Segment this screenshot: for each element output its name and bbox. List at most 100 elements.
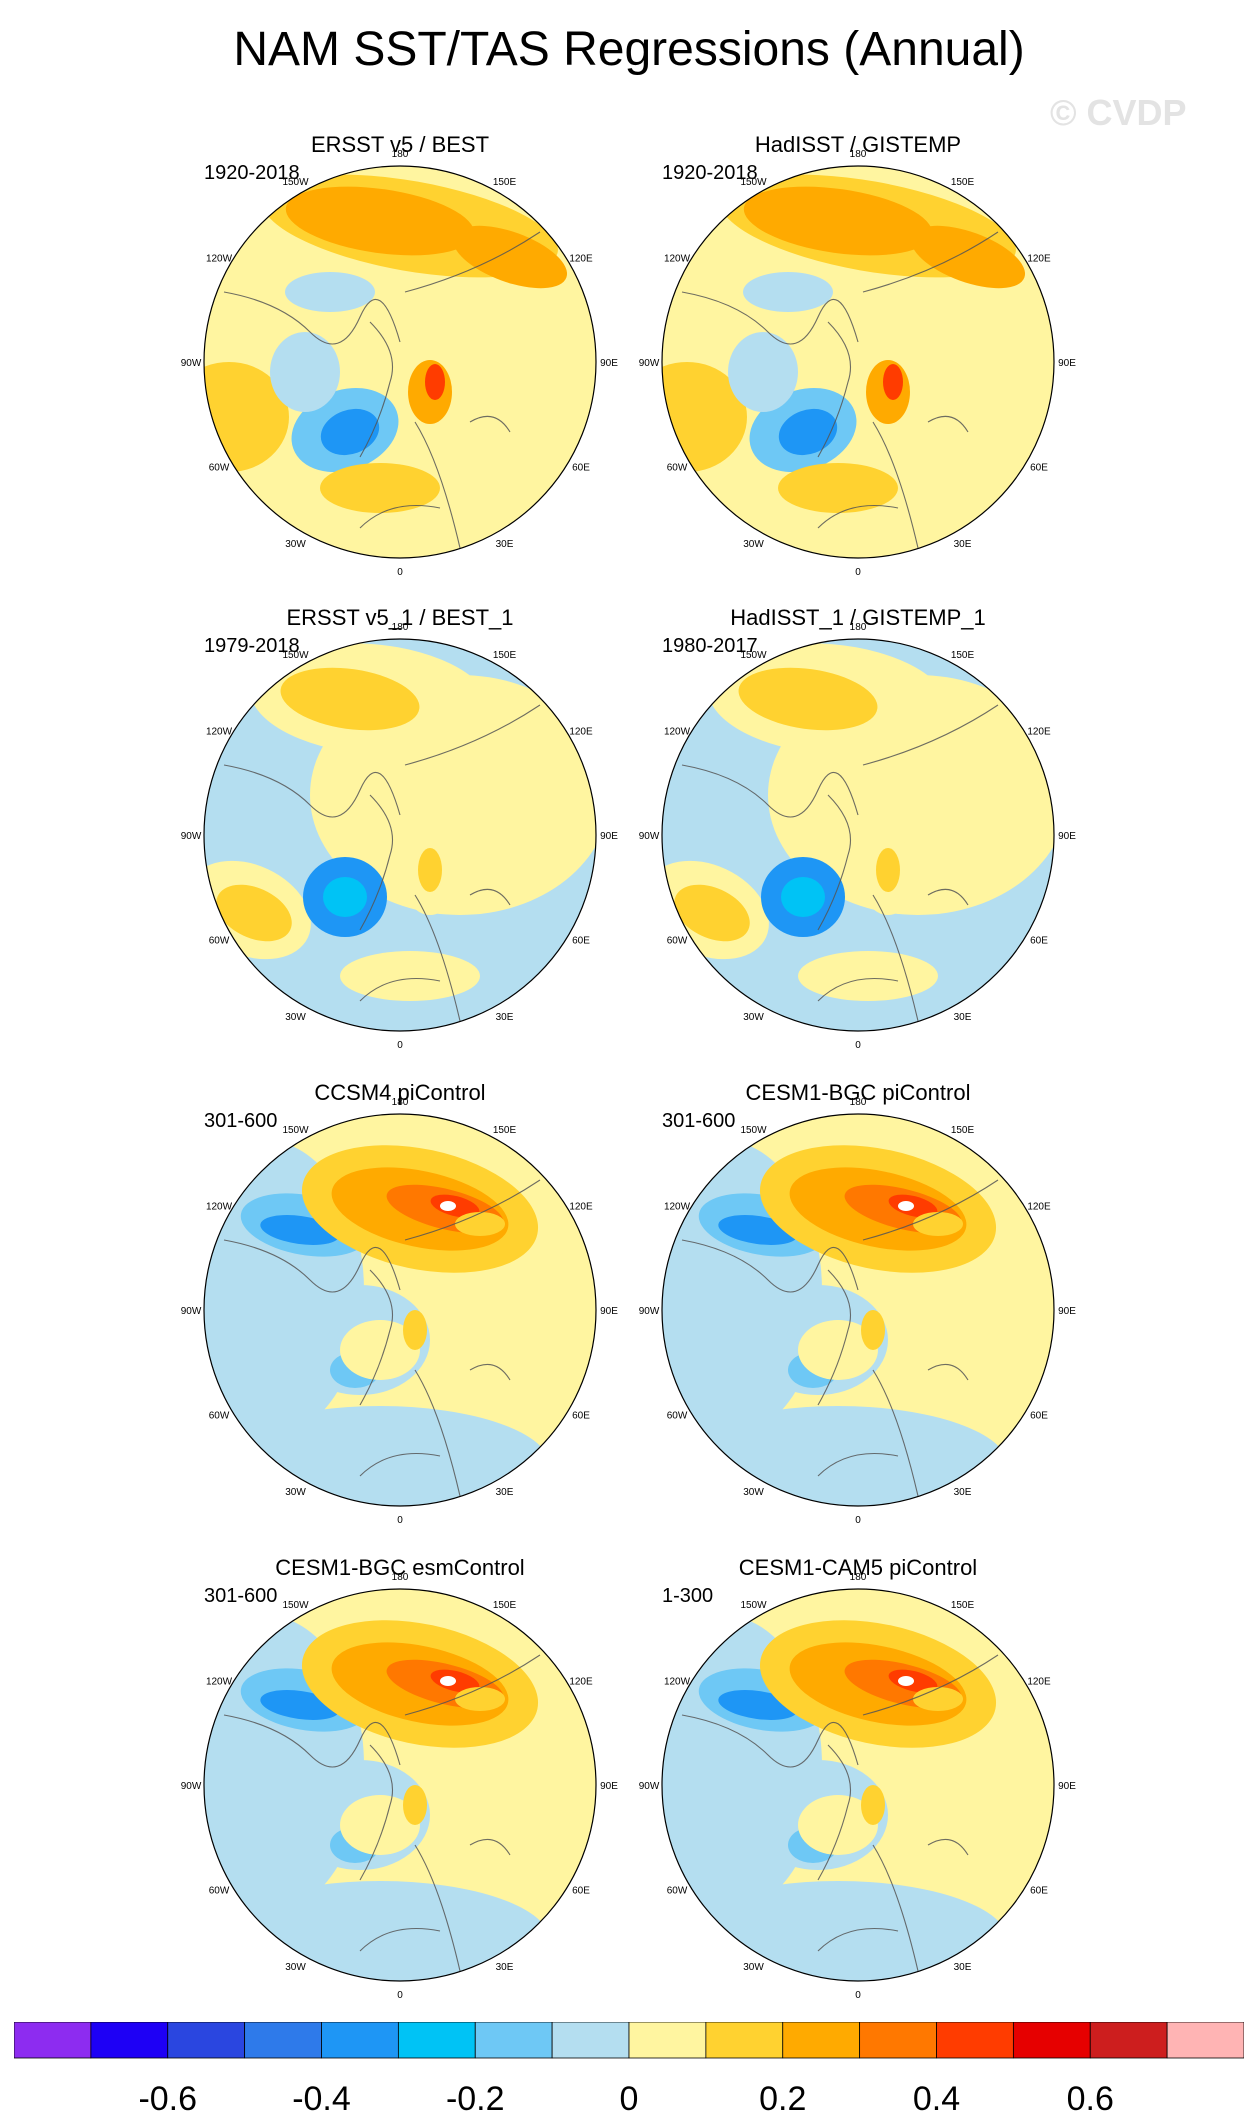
lon-label: 30E xyxy=(496,1487,514,1498)
lon-label: 0 xyxy=(397,1990,403,2001)
colorbar-swatch xyxy=(1012,2022,1091,2059)
lon-label: 90E xyxy=(1058,831,1076,842)
lon-label: 150E xyxy=(951,177,975,188)
map-panel: CESM1-BGC piControl 301-600 180 150E 120E 90E… xyxy=(639,1080,1077,1526)
lon-label: 120W xyxy=(206,727,233,738)
lon-label: 30W xyxy=(743,1012,764,1023)
map-panel: HadISST / GISTEMP 1920-2018 180 150E 120E 90E… xyxy=(639,132,1077,578)
lon-label: 150W xyxy=(282,1600,309,1611)
lon-label: 30W xyxy=(285,1487,306,1498)
map-outline xyxy=(661,1113,1055,1507)
lon-label: 120E xyxy=(569,1202,593,1213)
lon-label: 120W xyxy=(664,254,691,265)
lon-label: 90W xyxy=(639,831,660,842)
lon-label: 180 xyxy=(850,1572,867,1583)
colorbar-swatch xyxy=(628,2022,707,2059)
lon-label: 180 xyxy=(392,1097,409,1108)
lon-label: 120E xyxy=(1027,1677,1051,1688)
lon-label: 90E xyxy=(1058,1781,1076,1792)
lon-label: 180 xyxy=(850,149,867,160)
colorbar-swatch xyxy=(14,2022,92,2059)
map-panel: ERSST v5 / BEST 1920-2018 180 150E 120E 90E 60… xyxy=(181,132,619,578)
map-panel: ERSST v5_1 / BEST_1 1979-2018 180 150E 120E 9… xyxy=(181,605,619,1051)
lon-label: 60W xyxy=(209,1411,230,1422)
map-outline xyxy=(661,165,1055,559)
lon-label: 180 xyxy=(392,149,409,160)
lon-label: 60W xyxy=(209,463,230,474)
lon-label: 120E xyxy=(1027,254,1051,265)
panel-years: 301-600 xyxy=(204,1585,277,1607)
lon-label: 30W xyxy=(285,539,306,550)
lon-label: 150E xyxy=(951,650,975,661)
main-title: NAM SST/TAS Regressions (Annual) xyxy=(233,23,1025,76)
lon-label: 150W xyxy=(282,650,309,661)
watermark: © CVDP xyxy=(1050,92,1187,133)
panel-title: HadISST_1 / GISTEMP_1 xyxy=(730,605,986,630)
lon-label: 120E xyxy=(569,727,593,738)
lon-label: 0 xyxy=(397,567,403,578)
lon-label: 0 xyxy=(855,1515,861,1526)
lon-label: 90W xyxy=(639,1781,660,1792)
colorbar: -0.6 -0.4 -0.2 0 0.2 0.4 0.6 xyxy=(14,2022,1244,2118)
lon-label: 60E xyxy=(572,1411,590,1422)
map-panel: HadISST_1 / GISTEMP_1 1980-2017 180 150E 120… xyxy=(639,605,1077,1051)
lon-label: 0 xyxy=(855,1990,861,2001)
lon-label: 60E xyxy=(1030,936,1048,947)
lon-label: 60E xyxy=(1030,1411,1048,1422)
lon-label: 120W xyxy=(664,1677,691,1688)
lon-label: 150E xyxy=(951,1125,975,1136)
colorbar-swatch xyxy=(321,2022,399,2059)
map-outline xyxy=(661,1588,1055,1982)
colorbar-tick-label: 0.4 xyxy=(913,2080,960,2118)
panel-years: 301-600 xyxy=(662,1110,735,1132)
panel-title: ERSST v5 / BEST xyxy=(311,132,489,157)
map-outline xyxy=(203,638,597,1032)
panel-title: CESM1-BGC esmControl xyxy=(275,1555,524,1580)
panel-title: CESM1-BGC piControl xyxy=(746,1080,971,1105)
colorbar-tick-label: -0.4 xyxy=(292,2080,351,2118)
map-panel: CESM1-BGC esmControl 301-600 180 150E 120E 90… xyxy=(181,1555,619,2001)
lon-label: 150W xyxy=(282,1125,309,1136)
panel-years: 1920-2018 xyxy=(204,162,300,184)
colorbar-swatch xyxy=(782,2022,861,2059)
lon-label: 90W xyxy=(639,1306,660,1317)
lon-label: 120E xyxy=(569,1677,593,1688)
colorbar-tick-label: 0 xyxy=(620,2080,639,2118)
colorbar-tick-label: -0.2 xyxy=(446,2080,505,2118)
map-outline xyxy=(203,1588,597,1982)
panel-title: HadISST / GISTEMP xyxy=(755,132,961,157)
colorbar-swatch xyxy=(1089,2022,1168,2059)
colorbar-swatch xyxy=(167,2022,246,2059)
lon-label: 150W xyxy=(740,1125,767,1136)
colorbar-swatch xyxy=(90,2022,169,2059)
lon-label: 150E xyxy=(493,650,517,661)
panel-years: 1920-2018 xyxy=(662,162,758,184)
lon-label: 30W xyxy=(743,1962,764,1973)
lon-label: 120W xyxy=(664,727,691,738)
lon-label: 30E xyxy=(954,1487,972,1498)
lon-label: 180 xyxy=(850,622,867,633)
lon-label: 150E xyxy=(493,1600,517,1611)
lon-label: 90W xyxy=(181,1781,202,1792)
lon-label: 90E xyxy=(1058,358,1076,369)
lon-label: 180 xyxy=(392,622,409,633)
lon-label: 30E xyxy=(954,539,972,550)
colorbar-swatch xyxy=(474,2022,553,2059)
lon-label: 30E xyxy=(954,1012,972,1023)
lon-label: 90E xyxy=(600,1306,618,1317)
map-outline xyxy=(203,165,597,559)
map-panel: CCSM4 piControl 301-600 180 150E 120E 90E 60E 3… xyxy=(181,1080,619,1526)
lon-label: 90E xyxy=(1058,1306,1076,1317)
panel-years: 301-600 xyxy=(204,1110,277,1132)
lon-label: 60W xyxy=(667,1886,688,1897)
lon-label: 90E xyxy=(600,358,618,369)
lon-label: 60E xyxy=(1030,463,1048,474)
lon-label: 60W xyxy=(209,936,230,947)
map-outline xyxy=(661,638,1055,1032)
lon-label: 120W xyxy=(664,1202,691,1213)
lon-label: 120W xyxy=(206,1202,233,1213)
colorbar-swatch xyxy=(936,2022,1014,2059)
colorbar-swatch xyxy=(859,2022,937,2059)
lon-label: 60E xyxy=(572,936,590,947)
lon-label: 150E xyxy=(951,1600,975,1611)
